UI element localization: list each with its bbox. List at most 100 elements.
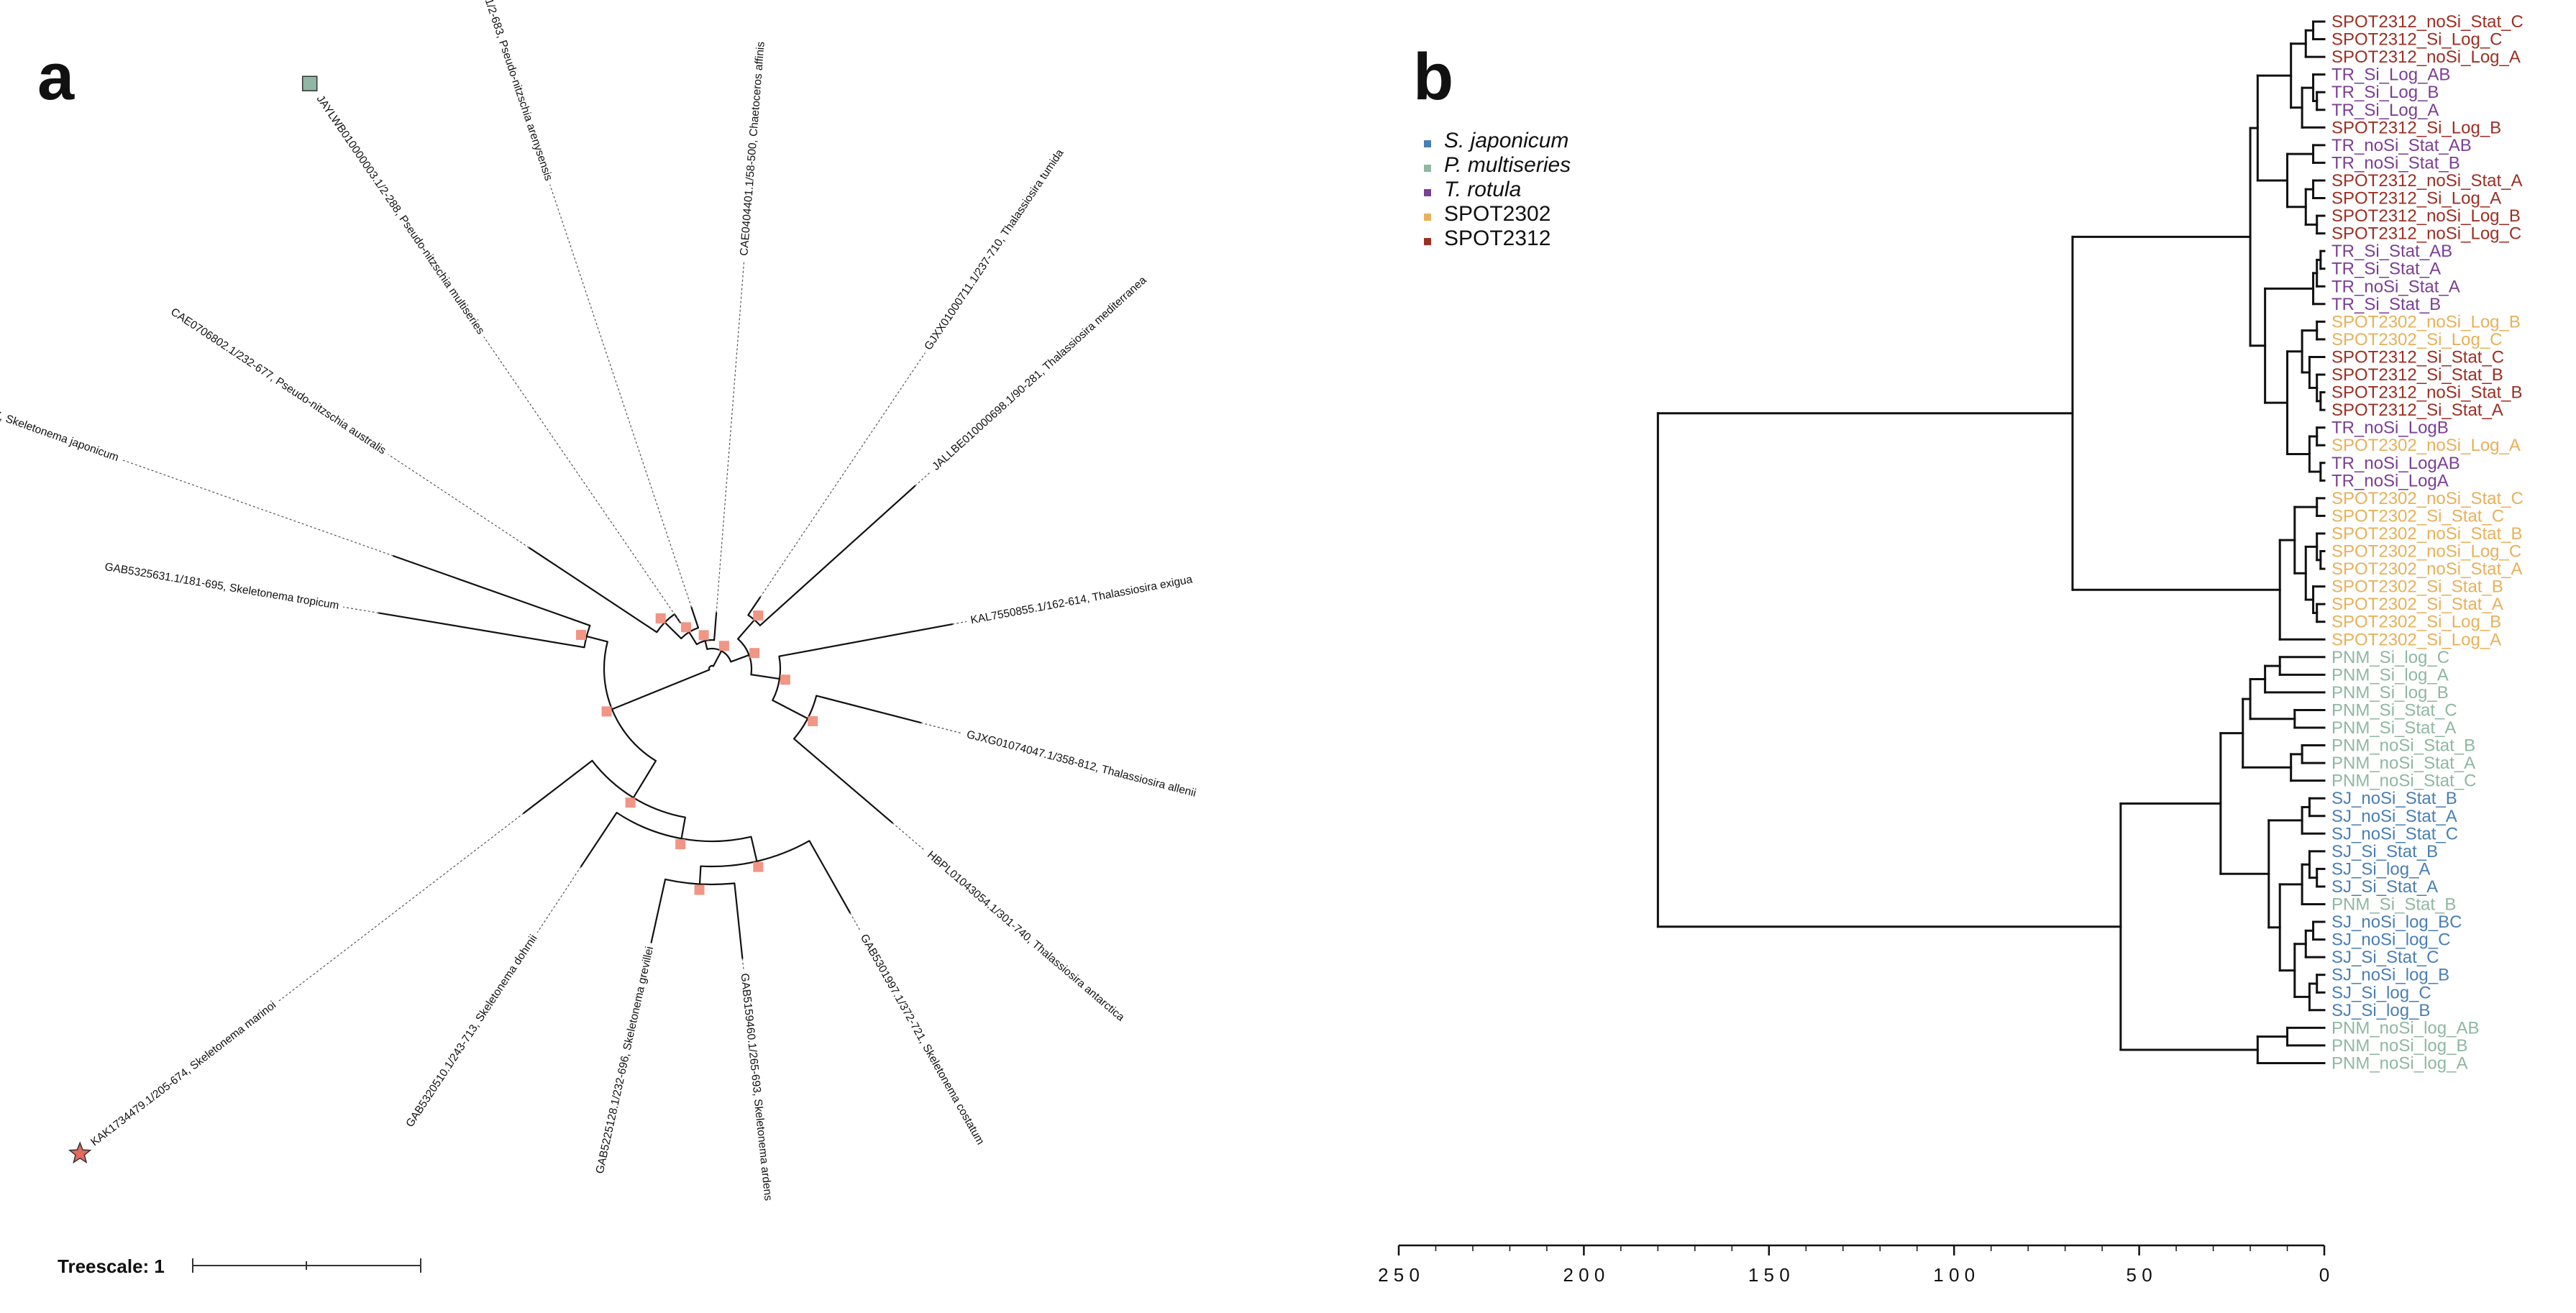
dendrogram-leaf-label: PNM_noSi_log_B (2331, 1036, 2467, 1056)
support-marker (749, 648, 760, 659)
dendrogram-leaf-label: SPOT2302_Si_Log_B (2331, 613, 2501, 632)
support-marker (694, 884, 705, 895)
dendrogram-leaf-label: SPOT2302_Si_Stat_B (2331, 577, 2503, 597)
tree-a-branch-n7-1 (750, 674, 781, 680)
tree-a-branch-n0-1 (392, 555, 591, 627)
support-marker (780, 674, 790, 685)
tree-a-branch-n3-0 (688, 631, 698, 646)
dendrogram-leaf-label: PNM_Si_Stat_B (2331, 895, 2456, 915)
axis-tick-label: 0 (2319, 1264, 2329, 1286)
dendrogram-leaf-label: SJ_noSi_log_BC (2331, 912, 2462, 932)
dendrogram-leaf-label: PNM_noSi_Stat_A (2331, 754, 2475, 773)
dendrogram-leaf-label: PNM_noSi_Stat_C (2331, 772, 2476, 791)
tip-marker-star (68, 1141, 92, 1164)
dendrogram-leaf-label: SPOT2312_Si_Log_C (2331, 30, 2503, 50)
tree-a-branch-n3-1 (713, 612, 718, 641)
dendrogram-leaf-label: TR_Si_Stat_AB (2331, 242, 2452, 261)
tree-a-branch-n0-0 (378, 612, 585, 649)
panel-a-letter: a (37, 40, 75, 114)
dendrogram-leaf-label: TR_noSi_Stat_A (2331, 277, 2460, 296)
leader-line (759, 352, 926, 598)
dendrogram-leaf-label: PNM_noSi_log_AB (2331, 1018, 2479, 1038)
support-marker (808, 715, 818, 726)
dendrogram-leaf-label: SJ_Si_Stat_A (2331, 877, 2438, 897)
dendrogram-leaf-label: TR_Si_Log_B (2331, 83, 2439, 102)
tree-a-tip-markers (68, 76, 318, 1164)
leader-line (716, 260, 745, 613)
dendrogram-leaf-label: SPOT2312_Si_Log_A (2331, 189, 2501, 209)
axis-tick-label: 2 0 0 (1563, 1264, 1604, 1286)
dendrogram-leaf-label: TR_Si_Log_AB (2331, 65, 2450, 85)
dendrogram-leaf-label: PNM_Si_log_A (2331, 665, 2449, 685)
dendrogram-leaf-label: SPOT2312_noSi_Stat_B (2331, 383, 2523, 403)
dendrogram-leaf-label: PNM_Si_log_C (2331, 648, 2449, 667)
dendrogram-leaf-label: SJ_noSi_Stat_B (2331, 789, 2457, 808)
tree-a-branch-n2-0 (664, 621, 682, 640)
tree-a-branch-root-1 (611, 669, 711, 710)
treescale: Treescale: 1 (58, 1255, 421, 1277)
tree-a-branch-n11-1 (580, 812, 618, 868)
dendrogram-leaf-label: TR_Si_Stat_A (2331, 260, 2441, 279)
legend-entry: SPOT2302 (1444, 202, 1550, 226)
legend-entry: T. rotula (1444, 178, 1521, 201)
dendrogram-leaf-label: SPOT2302_Si_Log_A (2331, 630, 2501, 649)
dendrogram-leaf-label: SPOT2302_noSi_Log_C (2331, 542, 2521, 562)
treescale-label: Treescale: 1 (58, 1255, 165, 1277)
dendrogram-leaf-label: SPOT2312_noSi_Log_A (2331, 47, 2521, 67)
tree-a-branch-n12-0 (680, 816, 686, 840)
tree-a-branch-n13-1 (632, 760, 657, 799)
dendrogram-leaf-label: SPOT2302_Si_Stat_A (2331, 595, 2503, 614)
support-marker (675, 839, 686, 850)
dendrogram-leaf-label: TR_Si_Stat_B (2331, 295, 2441, 314)
legend-swatch (1424, 238, 1431, 245)
dendrogram-leaf-label: SJ_noSi_Stat_C (2331, 824, 2458, 843)
tree-a-branch-n7-0 (736, 618, 756, 640)
dendrogram-leaf-label: SPOT2302_noSi_Log_A (2331, 436, 2521, 455)
leader-line (343, 606, 379, 614)
dendrogram-leaf-label: SJ_noSi_Stat_A (2331, 807, 2457, 826)
leader-line (849, 912, 862, 932)
tree-a-branch-n8-0 (704, 640, 708, 650)
dendrogram-leaf-label: PNM_noSi_log_A (2331, 1053, 2467, 1073)
dendrogram-leaf-label: SPOT2302_Si_Log_C (2331, 330, 2503, 349)
leader-line (483, 337, 681, 623)
support-marker (575, 629, 586, 640)
leader-line (741, 958, 744, 969)
tree-a-branch-n6-0 (778, 623, 954, 657)
axis-tick-label: 1 5 0 (1748, 1264, 1790, 1286)
tree-a-branch-n2-1 (690, 606, 700, 629)
support-marker (753, 861, 764, 872)
leader-line (536, 866, 582, 933)
legend-swatch (1424, 214, 1431, 221)
dendrogram-leaf-label: SJ_Si_Stat_C (2331, 948, 2439, 967)
dendrogram-leaf-label: SPOT2312_noSi_Stat_C (2331, 12, 2524, 32)
dendrogram-leaf-label: PNM_noSi_Stat_B (2331, 736, 2475, 756)
axis-tick-label: 1 0 0 (1933, 1264, 1975, 1286)
support-marker (753, 610, 764, 621)
dendrogram-leaf-label: SPOT2302_noSi_Log_B (2331, 312, 2521, 331)
tree-a-branch-n13-0 (585, 635, 608, 643)
dendrogram-leaf-label: SPOT2312_Si_Stat_B (2331, 365, 2503, 385)
dendrogram-leaf-label: SPOT2312_Si_Stat_A (2331, 401, 2503, 420)
dendrogram-leaf-label: TR_noSi_LogB (2331, 418, 2449, 438)
tree-a-leader-lines (122, 184, 967, 1002)
dendrogram-leaf-label: TR_noSi_Stat_B (2331, 153, 2460, 173)
dendrogram-leaf-label: SPOT2302_noSi_Stat_B (2331, 524, 2523, 544)
legend-swatch (1424, 165, 1431, 172)
dendrogram-leaf-label: PNM_Si_log_B (2331, 683, 2449, 703)
leader-line (921, 722, 963, 734)
panel-b-letter: b (1413, 40, 1453, 114)
dendrogram-leaf-label: TR_noSi_Stat_AB (2331, 136, 2472, 155)
axis-tick-label: 2 5 0 (1378, 1264, 1420, 1286)
dendrogram-leaf-label: SPOT2312_noSi_Log_C (2331, 224, 2521, 244)
tree-a-branch-n4-1 (759, 485, 916, 626)
tree-a-branch-n5-1 (793, 738, 894, 824)
legend-swatch (1424, 140, 1431, 147)
dendrogram-leaf-label: SPOT2312_Si_Log_B (2331, 118, 2501, 137)
tree-a-branch-n4-0 (747, 596, 762, 616)
dendrogram-leaf-labels: SPOT2312_noSi_Stat_CSPOT2312_Si_Log_CSPO… (2331, 12, 2524, 1073)
tree-a-branch-n9-1 (650, 878, 667, 943)
